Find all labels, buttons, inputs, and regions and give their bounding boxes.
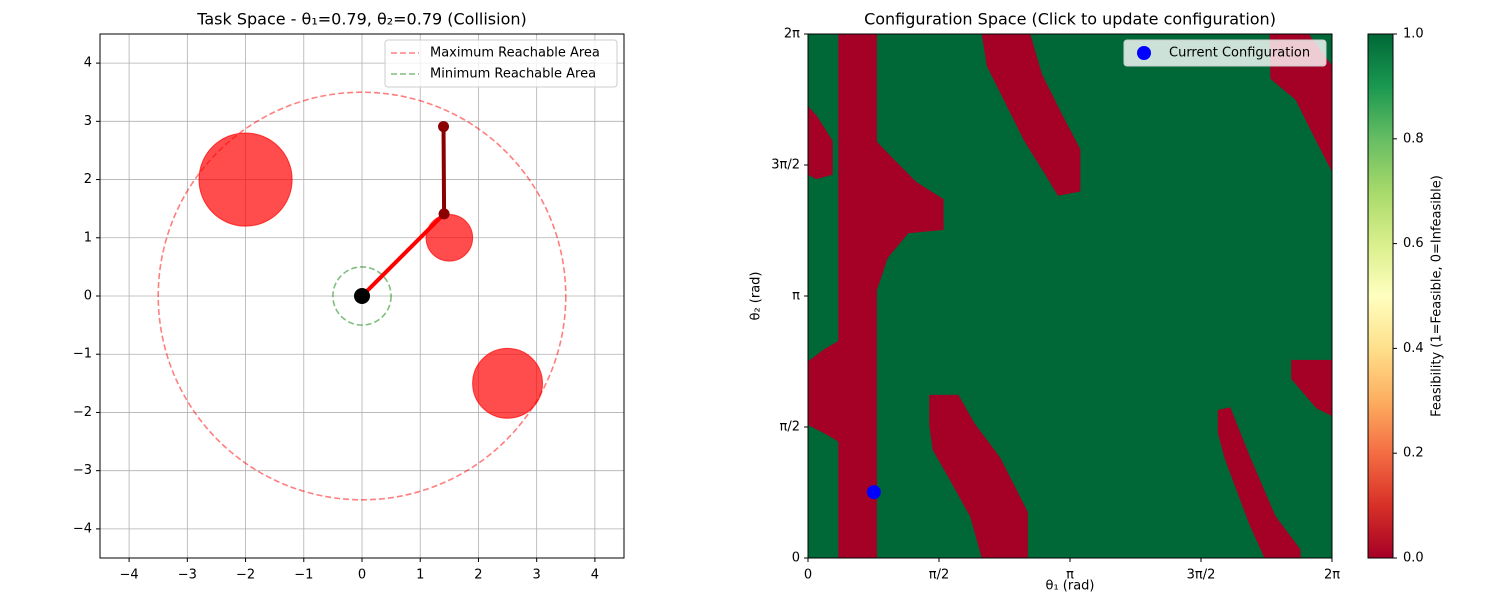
legend-box bbox=[1123, 39, 1327, 67]
x-tick-label: 3 bbox=[533, 568, 541, 583]
y-tick-label: −2 bbox=[73, 405, 92, 420]
legend-label: Minimum Reachable Area bbox=[430, 67, 596, 82]
y-tick-label: 4 bbox=[84, 56, 92, 71]
y-tick-label: 2 bbox=[84, 172, 92, 187]
y-tick-label: 0 bbox=[84, 289, 92, 304]
colorbar-label: Feasibility (1=Feasible, 0=Infeasible) bbox=[1430, 175, 1445, 417]
x-tick-label: 0 bbox=[358, 568, 366, 583]
x-tick-label: −4 bbox=[120, 568, 139, 583]
x-tick-label: −2 bbox=[236, 568, 255, 583]
y-axis-label: θ₂ (rad) bbox=[749, 271, 764, 320]
x-tick-label: π bbox=[1066, 568, 1074, 583]
arm-base bbox=[354, 288, 370, 304]
axes-frame bbox=[807, 33, 1333, 559]
colorbar-tick-label: 1.0 bbox=[1403, 27, 1424, 42]
obstacle bbox=[472, 347, 543, 419]
x-tick-label: −1 bbox=[294, 568, 313, 583]
y-tick-label: 3 bbox=[84, 114, 92, 129]
x-tick-label: 2 bbox=[474, 568, 482, 583]
y-tick-label: 3π/2 bbox=[771, 158, 800, 173]
colorbar-tick-label: 0.2 bbox=[1403, 446, 1424, 461]
y-tick-label: −3 bbox=[73, 463, 92, 478]
obstacle bbox=[198, 132, 293, 227]
axes-frame bbox=[99, 33, 625, 559]
reach-circle bbox=[332, 266, 392, 326]
colorbar-tick-label: 0.4 bbox=[1403, 341, 1424, 356]
legend-label: Maximum Reachable Area bbox=[430, 46, 600, 61]
arm-joint bbox=[438, 208, 450, 220]
x-tick-label: 1 bbox=[416, 568, 424, 583]
colorbar bbox=[1367, 33, 1394, 559]
plot-area bbox=[808, 34, 1332, 558]
colorbar-tick-label: 0.6 bbox=[1403, 236, 1424, 251]
y-tick-label: π/2 bbox=[780, 420, 800, 435]
x-tick-label: 2π bbox=[1324, 568, 1340, 583]
arm-link bbox=[360, 211, 447, 298]
x-tick-label: 4 bbox=[591, 568, 599, 583]
legend-box bbox=[384, 39, 618, 88]
legend-swatch bbox=[1137, 46, 1151, 60]
x-axis-label: θ₁ (rad) bbox=[1045, 579, 1094, 593]
config-point bbox=[866, 485, 881, 500]
x-tick-label: 0 bbox=[804, 568, 812, 583]
reach-circle bbox=[157, 91, 567, 501]
colorbar-tick-label: 0.0 bbox=[1403, 551, 1424, 566]
arm-joint bbox=[438, 121, 450, 133]
x-tick-label: π/2 bbox=[929, 568, 949, 583]
infeasible-region bbox=[1217, 407, 1301, 558]
chart-title: Configuration Space (Click to update con… bbox=[864, 10, 1276, 29]
y-tick-label: 0 bbox=[792, 551, 800, 566]
infeasible-region bbox=[1291, 359, 1332, 417]
y-tick-label: 2π bbox=[784, 27, 800, 42]
y-tick-label: −1 bbox=[73, 347, 92, 362]
infeasible-region bbox=[981, 34, 1081, 196]
infeasible-region bbox=[808, 340, 840, 443]
plot-area bbox=[100, 34, 624, 558]
infeasible-region bbox=[808, 106, 833, 180]
chart-title: Task Space - θ₁=0.79, θ₂=0.79 (Collision… bbox=[196, 10, 527, 29]
infeasible-region bbox=[838, 34, 877, 558]
y-tick-label: 1 bbox=[84, 230, 92, 245]
x-tick-label: −3 bbox=[178, 568, 197, 583]
obstacle bbox=[425, 213, 474, 262]
x-tick-label: 3π/2 bbox=[1187, 568, 1216, 583]
infeasible-region bbox=[929, 394, 1028, 558]
infeasible-region bbox=[875, 140, 944, 291]
colorbar-tick-label: 0.8 bbox=[1403, 131, 1424, 146]
y-tick-label: π bbox=[792, 289, 800, 304]
y-tick-label: −4 bbox=[73, 521, 92, 536]
legend-label: Current Configuration bbox=[1169, 46, 1310, 61]
arm-link bbox=[441, 124, 447, 216]
